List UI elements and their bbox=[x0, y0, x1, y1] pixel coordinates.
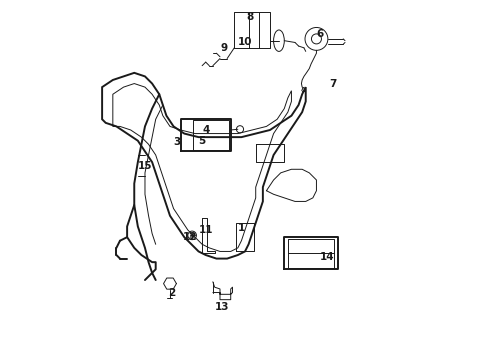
Text: 1: 1 bbox=[238, 223, 245, 233]
Text: 7: 7 bbox=[329, 78, 336, 89]
Text: 14: 14 bbox=[320, 252, 335, 262]
Text: 11: 11 bbox=[198, 225, 213, 235]
Text: 5: 5 bbox=[198, 136, 206, 146]
Text: 4: 4 bbox=[202, 125, 209, 135]
Text: 10: 10 bbox=[238, 37, 252, 48]
Text: 2: 2 bbox=[168, 288, 175, 297]
Text: 6: 6 bbox=[317, 28, 323, 39]
Text: 8: 8 bbox=[247, 13, 254, 22]
Text: 9: 9 bbox=[220, 43, 227, 53]
Text: 3: 3 bbox=[173, 138, 181, 148]
Text: 15: 15 bbox=[138, 161, 152, 171]
Text: 13: 13 bbox=[215, 302, 229, 312]
Text: 12: 12 bbox=[182, 232, 197, 242]
